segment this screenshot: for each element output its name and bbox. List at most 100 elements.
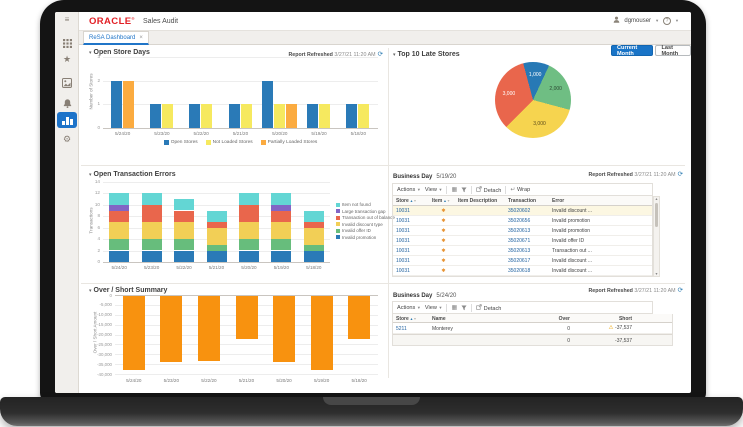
table-row[interactable]: 10031 ✱ 35020671 Invalid offer ID xyxy=(393,236,652,246)
sort-ascending-icon[interactable]: ▲ xyxy=(408,316,414,321)
sort-descending-icon[interactable]: ▼ xyxy=(413,199,417,203)
apps-grid-icon[interactable] xyxy=(55,35,79,53)
collapse-icon[interactable]: ▾ xyxy=(89,288,92,294)
export-table-icon[interactable]: ▦ xyxy=(451,305,458,311)
column-header[interactable]: Name xyxy=(432,315,446,322)
view-menu[interactable]: View ▼ xyxy=(424,186,443,193)
close-icon[interactable]: × xyxy=(139,34,143,41)
menu-icon[interactable]: ≡ xyxy=(64,15,70,24)
column-header[interactable] xyxy=(636,314,672,322)
user-menu[interactable]: dgmouser xyxy=(624,17,652,24)
gridline xyxy=(115,344,378,346)
wrap-button[interactable]: ↵ Wrap xyxy=(510,187,531,193)
y-tick-label: 0 xyxy=(109,292,112,298)
table-row[interactable]: 10031 ✱ 35020613 Invalid promotion xyxy=(393,226,652,236)
actions-menu[interactable]: Actions ▼ xyxy=(397,186,421,193)
app-title: Sales Audit xyxy=(143,18,179,25)
sort-ascending-icon[interactable]: ▲ xyxy=(442,199,447,203)
refresh-icon[interactable]: ⟳ xyxy=(377,51,383,58)
store-link[interactable]: 10031 xyxy=(396,208,410,215)
dashboard-chart-icon[interactable] xyxy=(57,112,77,128)
bar-segment xyxy=(271,193,292,205)
table-row[interactable]: 10031 ✱ 35020613 Transaction out ... xyxy=(393,246,652,256)
last-month-button[interactable]: Last Month xyxy=(655,45,691,57)
bar-segment xyxy=(109,222,130,240)
transaction-link[interactable]: 35020618 xyxy=(508,268,531,275)
panel-title-top-10-late-stores: ▾ Top 10 Late Stores xyxy=(393,51,460,58)
filter-funnel-icon[interactable] xyxy=(461,304,467,311)
scrollbar-thumb[interactable] xyxy=(655,203,658,227)
transaction-link[interactable]: 35020656 xyxy=(508,218,531,225)
column-header[interactable]: Error xyxy=(552,198,565,204)
x-tick-label: 5/19/20 xyxy=(313,378,330,383)
filter-funnel-icon[interactable] xyxy=(461,186,467,193)
bar xyxy=(161,104,173,128)
column-header[interactable]: Over xyxy=(558,315,570,322)
error-cell: Invalid promotion xyxy=(552,218,591,225)
table-row[interactable]: 10031 ✱ 35020656 Invalid promotion xyxy=(393,216,652,226)
tab-resa-dashboard[interactable]: ReSA Dashboard × xyxy=(83,31,149,45)
open-transaction-errors-chart: 0 2 4 6 8 10 12 14 5/24/20 5/23/20 5/22/20 5/21/20 5… xyxy=(95,179,330,270)
sort-descending-icon[interactable]: ▼ xyxy=(446,199,451,203)
table-header-row: Store ▲▼ Item ▲▼ Item Description Transacti… xyxy=(393,196,652,206)
scroll-down-arrow[interactable]: ▼ xyxy=(654,272,659,276)
store-link[interactable]: 10031 xyxy=(396,258,410,265)
column-header[interactable]: Item ▲▼ xyxy=(432,198,451,204)
store-link[interactable]: 10031 xyxy=(396,248,410,255)
transaction-link[interactable]: 35020613 xyxy=(508,248,531,255)
actions-menu[interactable]: Actions ▼ xyxy=(397,304,421,311)
bar-segment xyxy=(141,250,162,262)
collapse-icon[interactable]: ▾ xyxy=(89,172,92,178)
report-refreshed: Report Refreshed 3/27/21 11:20 AM ⟳ xyxy=(588,287,683,294)
y-tick-label: -25,000 xyxy=(97,341,112,347)
settings-gear-icon[interactable]: ⚙ xyxy=(62,134,72,144)
column-header[interactable]: Short xyxy=(618,315,632,322)
table-row[interactable]: 5211 Monterey 0 ⚠ -37,537 xyxy=(393,323,672,334)
column-header[interactable]: Item Description xyxy=(458,198,498,204)
chart-legend: Item not found Large transaction gap Trans… xyxy=(336,202,395,241)
column-header[interactable]: Store ▲▼ xyxy=(396,198,417,204)
legend-swatch xyxy=(163,140,169,145)
view-menu[interactable]: View ▼ xyxy=(424,304,443,311)
bar xyxy=(307,104,319,128)
table-row[interactable]: 10031 ✱ 35020602 Invalid discount ... xyxy=(393,206,652,216)
store-link[interactable]: 10031 xyxy=(396,268,410,275)
error-cell: Invalid promotion xyxy=(552,228,591,235)
detach-button[interactable]: Detach xyxy=(476,185,501,194)
store-link[interactable]: 10031 xyxy=(396,238,410,245)
panel-title-open-transaction-errors: ▾ Open Transaction Errors xyxy=(89,171,176,178)
sort-ascending-icon[interactable]: ▲ xyxy=(408,199,414,203)
reports-icon[interactable] xyxy=(55,75,79,93)
transaction-link[interactable]: 35020602 xyxy=(508,208,531,215)
column-header[interactable]: Store ▲▼ xyxy=(396,315,417,322)
favorites-star-icon[interactable]: ★ xyxy=(62,54,72,64)
refresh-icon[interactable]: ⟳ xyxy=(677,171,683,178)
x-tick-label: 5/23/20 xyxy=(154,131,170,136)
legend-item: Large transaction gap xyxy=(336,209,395,214)
scroll-up-arrow[interactable]: ▲ xyxy=(654,197,659,201)
store-link[interactable]: 10031 xyxy=(396,218,410,225)
transaction-link[interactable]: 35020671 xyxy=(508,238,531,245)
table-row[interactable]: 10031 ✱ 35020618 Invalid discount ... xyxy=(393,266,652,276)
detach-button[interactable]: Detach xyxy=(476,303,501,312)
collapse-icon[interactable]: ▾ xyxy=(393,52,396,58)
x-tick-label: 5/24/20 xyxy=(126,378,142,383)
column-header[interactable] xyxy=(611,196,652,205)
refresh-icon[interactable]: ⟳ xyxy=(677,287,683,294)
store-link[interactable]: 10031 xyxy=(396,228,410,235)
transaction-link[interactable]: 35020613 xyxy=(508,228,531,235)
table-row[interactable]: 10031 ✱ 35020617 Invalid discount ... xyxy=(393,256,652,266)
collapse-icon[interactable]: ▾ xyxy=(89,50,92,56)
transaction-link[interactable]: 35020617 xyxy=(508,258,531,265)
current-month-button[interactable]: Current Month xyxy=(611,45,654,57)
y-tick-label: 10 xyxy=(94,201,100,207)
column-header[interactable]: Transaction xyxy=(508,198,537,204)
export-table-icon[interactable]: ▦ xyxy=(451,187,458,193)
store-link[interactable]: 5211 xyxy=(396,326,407,332)
bar xyxy=(189,104,201,128)
help-icon[interactable]: ? xyxy=(663,16,672,25)
sort-descending-icon[interactable]: ▼ xyxy=(413,316,417,321)
errors-table: Store ▲▼ Item ▲▼ Item Description Transacti… xyxy=(392,196,653,277)
bar-segment xyxy=(206,227,227,245)
notifications-bell-icon[interactable] xyxy=(55,95,79,113)
